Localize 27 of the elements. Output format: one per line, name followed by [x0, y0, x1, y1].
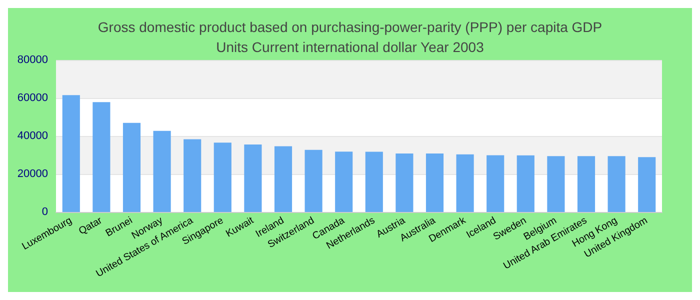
chart-title: Gross domestic product based on purchasing-power-parity (PPP) per capita GDP Units Current international dollar Year 2003 — [98, 19, 602, 55]
bar — [304, 150, 322, 212]
bar — [638, 157, 656, 212]
y-tick-label: 0 — [42, 206, 48, 218]
bar — [577, 156, 596, 212]
x-tick-label: Qatar — [77, 214, 105, 238]
bar — [153, 130, 171, 212]
bar — [426, 153, 444, 212]
bar — [244, 144, 262, 212]
y-tick-label: 20000 — [17, 168, 48, 180]
bar — [456, 154, 474, 212]
bar — [122, 122, 141, 212]
bar — [608, 156, 626, 212]
bar — [184, 139, 202, 212]
y-tick-label: 80000 — [17, 54, 48, 66]
bar — [486, 155, 504, 212]
bar — [365, 152, 383, 212]
bar — [516, 155, 534, 212]
bar — [396, 153, 414, 212]
bar — [335, 152, 353, 212]
bar — [62, 95, 80, 212]
bar — [214, 142, 232, 212]
bar — [92, 102, 110, 212]
y-tick-label: 40000 — [17, 130, 48, 142]
y-tick-label: 60000 — [17, 92, 48, 104]
bar — [274, 146, 292, 212]
bar — [547, 156, 565, 212]
